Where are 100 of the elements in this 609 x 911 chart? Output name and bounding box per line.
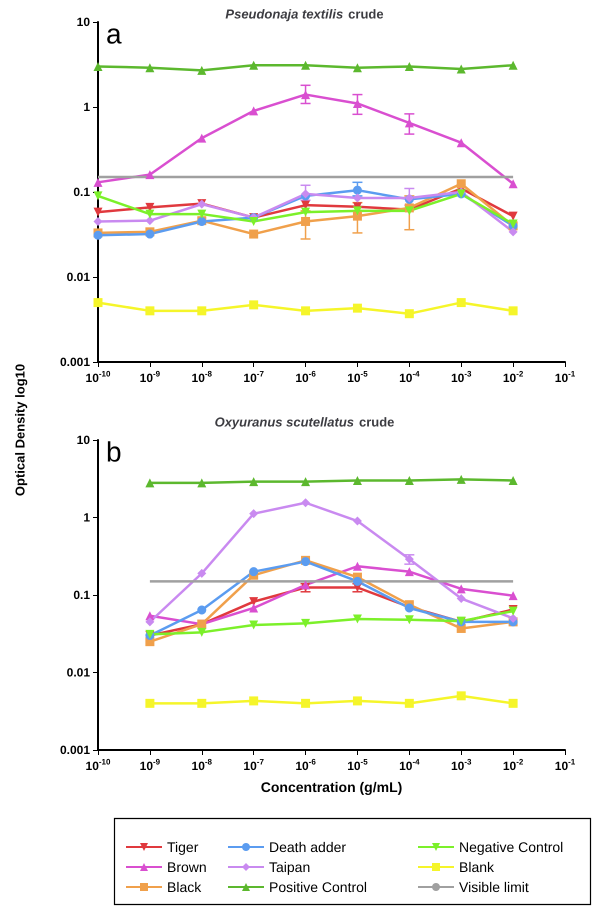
point [301, 618, 310, 628]
point [94, 62, 102, 71]
x-axis-title: Concentration (g/mL) [260, 779, 402, 795]
point [404, 567, 414, 576]
point [352, 516, 362, 526]
point [508, 476, 518, 486]
point [94, 191, 102, 200]
point [508, 591, 518, 600]
y-tick-label: 10 [76, 433, 90, 447]
legend-label: Blank [459, 859, 496, 875]
point [508, 60, 518, 70]
point [301, 477, 310, 486]
point [404, 309, 414, 318]
legend-label: Negative Control [459, 839, 564, 855]
point [352, 206, 362, 216]
point [301, 60, 310, 70]
point [249, 230, 258, 239]
y-tick-label: 10 [76, 15, 90, 29]
point [249, 620, 258, 630]
y-tick-label: 1 [83, 100, 90, 114]
point [404, 476, 414, 486]
point [352, 614, 362, 624]
y-tick-label: 0.1 [73, 588, 90, 602]
point [249, 216, 258, 226]
point [197, 306, 206, 316]
chart-title: Oxyuranus scutellatus crude [214, 414, 394, 430]
point [352, 63, 362, 72]
point [301, 498, 310, 508]
y-tick-label: 1 [83, 510, 90, 524]
y-tick-label: 0.1 [73, 185, 90, 199]
point [508, 179, 518, 188]
point [301, 306, 310, 316]
point [404, 615, 414, 624]
point [249, 300, 258, 310]
point [249, 603, 258, 612]
legend-label: Death adder [269, 839, 346, 855]
point [197, 606, 206, 615]
point [352, 576, 362, 586]
point [94, 178, 102, 187]
legend-label: Black [167, 879, 202, 895]
point [197, 568, 206, 578]
annotation: b [106, 436, 122, 468]
point [404, 118, 414, 128]
point [352, 476, 362, 486]
legend-label: Tiger [167, 839, 199, 855]
point [94, 216, 102, 226]
point [94, 208, 102, 217]
point [145, 170, 154, 180]
point [508, 698, 518, 708]
y-tick-label: 0.01 [66, 270, 90, 284]
point [145, 306, 154, 316]
point [404, 698, 414, 708]
point [456, 594, 466, 604]
point [197, 478, 206, 488]
legend-label: Visible limit [459, 879, 529, 895]
annotation: a [106, 18, 122, 50]
point [508, 306, 518, 316]
legend-label: Positive Control [269, 879, 368, 895]
point [197, 698, 206, 708]
point [249, 60, 258, 70]
point [301, 208, 310, 217]
point [301, 216, 310, 226]
point [301, 90, 310, 100]
point [249, 567, 258, 576]
point [249, 509, 258, 518]
point [145, 617, 154, 626]
point [508, 614, 518, 623]
point [197, 210, 206, 219]
y-tick-label: 0.001 [60, 743, 90, 757]
point [249, 106, 258, 116]
point [197, 66, 206, 75]
point [197, 628, 206, 637]
point [352, 186, 362, 195]
point [456, 691, 466, 700]
point [197, 134, 206, 143]
point [456, 179, 466, 188]
point [145, 230, 154, 239]
point [352, 696, 362, 706]
point [456, 474, 466, 484]
point [94, 230, 102, 240]
point [301, 698, 310, 708]
y-axis-title: Optical Density log10 [12, 364, 28, 496]
point [145, 478, 154, 488]
point [249, 477, 258, 486]
point [94, 298, 102, 308]
point [456, 64, 466, 74]
point [352, 562, 362, 571]
y-tick-label: 0.01 [66, 666, 90, 680]
chart-title: Pseudonaja textilis crude [225, 6, 384, 22]
point [456, 298, 466, 308]
point [456, 138, 466, 148]
point [145, 698, 154, 708]
point [301, 580, 310, 590]
point [145, 210, 154, 219]
point [352, 304, 362, 313]
point [508, 227, 518, 236]
legend-label: Taipan [269, 859, 310, 875]
point [352, 212, 362, 221]
y-tick-label: 0.001 [60, 355, 90, 369]
point [456, 584, 466, 594]
